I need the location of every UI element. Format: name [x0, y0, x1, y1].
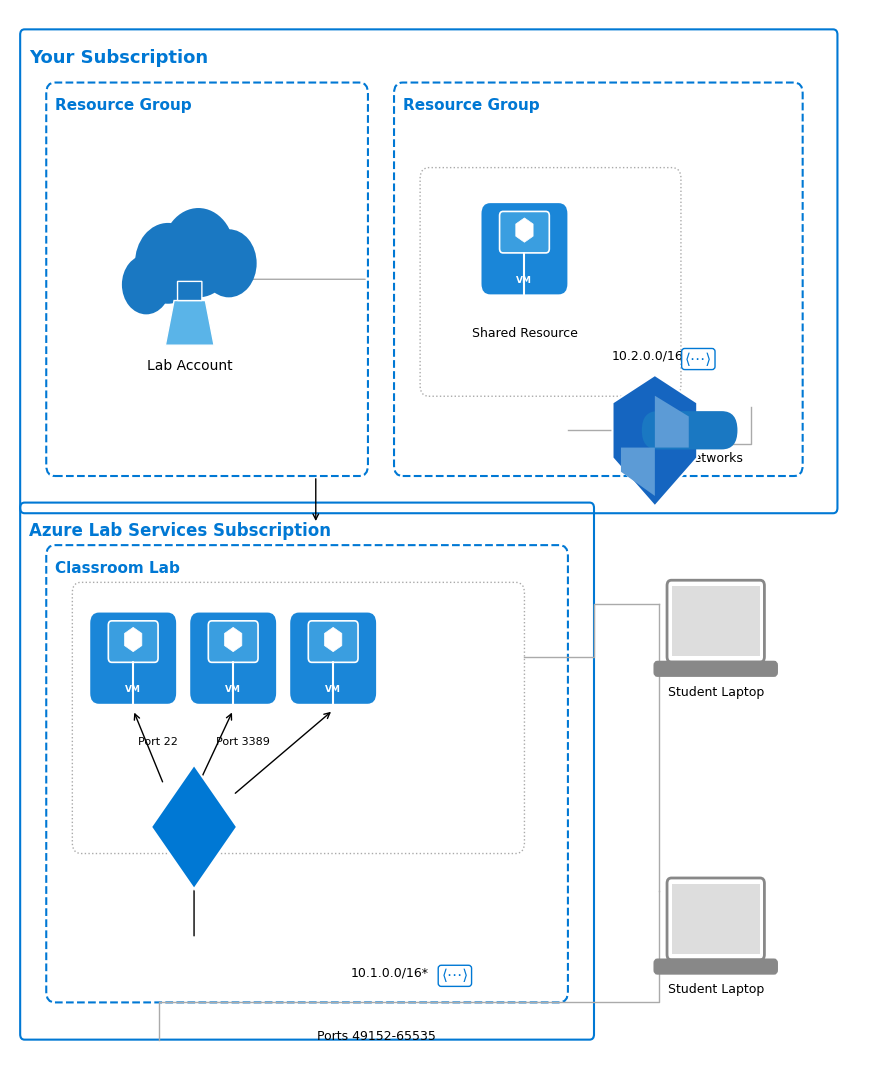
Polygon shape — [151, 764, 237, 889]
Polygon shape — [621, 448, 654, 496]
Text: Peered Networks: Peered Networks — [637, 451, 743, 465]
Text: Classroom Lab: Classroom Lab — [55, 561, 180, 576]
FancyBboxPatch shape — [642, 412, 738, 449]
Circle shape — [135, 223, 201, 304]
Polygon shape — [654, 396, 689, 448]
FancyBboxPatch shape — [290, 613, 376, 703]
Text: ⟨⋯⟩: ⟨⋯⟩ — [685, 352, 712, 367]
Text: VM: VM — [516, 276, 533, 285]
Polygon shape — [165, 300, 214, 345]
FancyBboxPatch shape — [481, 203, 567, 294]
Text: Azure Lab Services Subscription: Azure Lab Services Subscription — [29, 522, 331, 540]
FancyBboxPatch shape — [667, 878, 765, 960]
Polygon shape — [225, 628, 242, 652]
FancyBboxPatch shape — [672, 884, 760, 954]
FancyBboxPatch shape — [208, 621, 258, 663]
FancyBboxPatch shape — [654, 662, 777, 676]
Text: Lab Account: Lab Account — [147, 359, 233, 373]
Text: 10.2.0.0/16*: 10.2.0.0/16* — [612, 350, 690, 362]
Circle shape — [162, 208, 234, 297]
Text: Resource Group: Resource Group — [402, 98, 539, 113]
Text: Shared Resource: Shared Resource — [472, 327, 578, 340]
Polygon shape — [515, 218, 533, 243]
FancyBboxPatch shape — [500, 212, 550, 253]
FancyBboxPatch shape — [654, 960, 777, 973]
Polygon shape — [612, 375, 697, 507]
FancyBboxPatch shape — [178, 281, 202, 300]
Text: Port 22: Port 22 — [137, 737, 178, 747]
Text: 10.1.0.0/16*: 10.1.0.0/16* — [351, 966, 429, 979]
FancyBboxPatch shape — [308, 621, 358, 663]
Text: Student Laptop: Student Laptop — [668, 685, 764, 698]
Text: Student Laptop: Student Laptop — [668, 983, 764, 996]
Text: VM: VM — [125, 685, 141, 695]
FancyBboxPatch shape — [90, 613, 176, 703]
Text: Ports 49152-65535: Ports 49152-65535 — [318, 1029, 436, 1043]
Text: Your Subscription: Your Subscription — [29, 48, 208, 66]
Circle shape — [122, 254, 171, 314]
Text: VM: VM — [225, 685, 242, 695]
FancyBboxPatch shape — [672, 586, 760, 656]
FancyBboxPatch shape — [667, 580, 765, 662]
Text: Port 3389: Port 3389 — [216, 737, 270, 747]
Polygon shape — [325, 628, 342, 652]
Circle shape — [201, 229, 256, 297]
Polygon shape — [124, 628, 142, 652]
FancyBboxPatch shape — [108, 621, 158, 663]
Text: ⟨⋯⟩: ⟨⋯⟩ — [441, 969, 468, 983]
FancyBboxPatch shape — [190, 613, 276, 703]
Text: Resource Group: Resource Group — [55, 98, 192, 113]
Text: VM: VM — [326, 685, 341, 695]
